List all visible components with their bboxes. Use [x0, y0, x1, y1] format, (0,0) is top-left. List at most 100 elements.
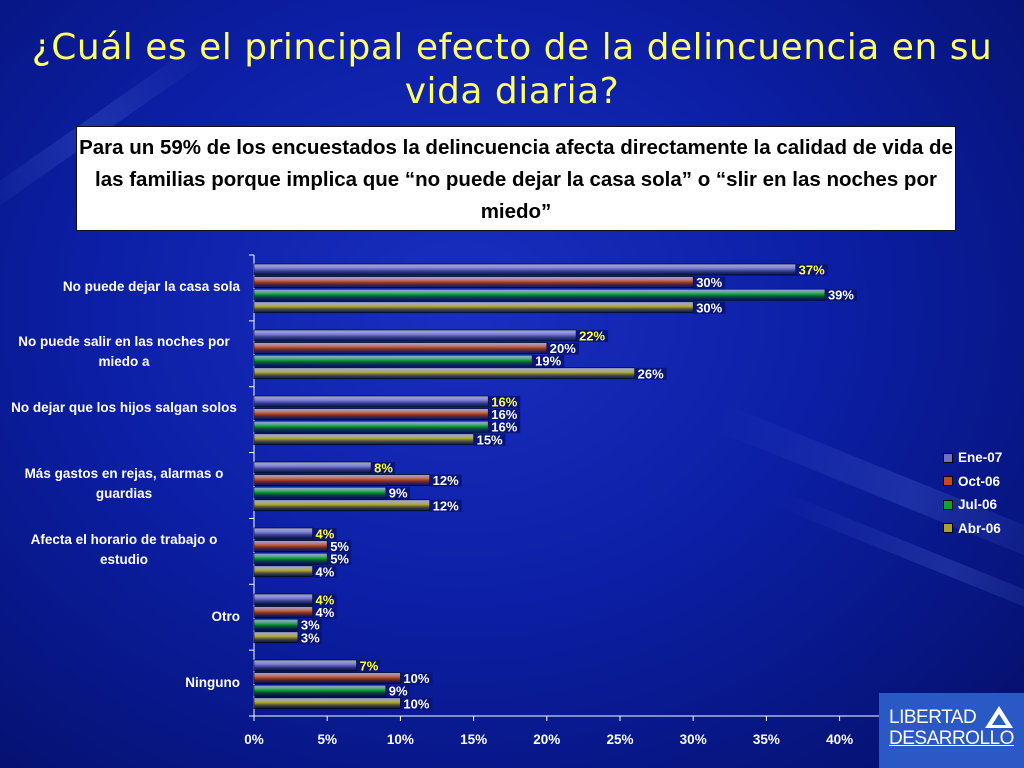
libertad-desarrollo-logo: LIBERTAD DESARROLLO [879, 693, 1024, 768]
data-label: 5% [330, 539, 349, 554]
callout-box: Para un 59% de los encuestados la delinc… [76, 126, 956, 231]
data-label-bg [327, 540, 352, 553]
bar [253, 395, 489, 408]
bar [253, 474, 430, 486]
legend-label: Oct-06 [958, 473, 1001, 489]
bar [253, 263, 796, 276]
legend-swatch [943, 523, 953, 534]
data-label: 39% [828, 288, 854, 303]
data-label-bg [297, 631, 322, 644]
bar [253, 659, 357, 672]
data-label: 30% [696, 275, 722, 290]
bar [253, 499, 430, 512]
data-label: 26% [638, 366, 664, 381]
legend-label: Jul-06 [958, 497, 998, 513]
data-label-bg [385, 685, 410, 698]
data-label: 4% [316, 605, 335, 620]
data-label: 9% [389, 684, 408, 699]
legend-label: Abr-06 [958, 520, 1001, 536]
bar [253, 684, 387, 697]
data-label: 16% [491, 395, 517, 410]
bar [253, 672, 401, 684]
data-label-bg [385, 487, 410, 500]
data-label: 8% [374, 461, 393, 476]
data-label-bg [356, 660, 381, 672]
legend-item: Oct-06 [943, 470, 1002, 494]
data-label: 4% [316, 564, 335, 579]
logo-text-line2: DESARROLLO [889, 728, 1014, 749]
bar [253, 565, 313, 578]
data-label: 7% [359, 659, 378, 674]
data-label: 20% [550, 341, 576, 356]
bar [253, 540, 328, 552]
data-label-bg [795, 264, 828, 276]
bar [253, 276, 694, 288]
logo-mountain-icon [985, 706, 1013, 728]
bar [253, 329, 577, 342]
data-label: 16% [491, 407, 517, 422]
data-label: 19% [535, 354, 561, 369]
legend-item: Jul-06 [943, 493, 1002, 517]
data-label-bg [371, 462, 396, 474]
data-label-bg [576, 330, 609, 342]
data-label-bg [312, 594, 337, 606]
data-label: 12% [433, 473, 459, 488]
data-label: 10% [403, 671, 429, 686]
bar [253, 367, 635, 380]
data-label: 4% [316, 593, 335, 608]
data-label-bg [312, 565, 337, 578]
bar [253, 697, 401, 710]
data-label-bg [297, 619, 322, 632]
data-label-bg [488, 396, 521, 408]
bar [253, 631, 299, 644]
data-label-bg [400, 672, 433, 685]
data-label: 3% [301, 630, 320, 645]
data-label: 4% [316, 527, 335, 542]
category-label: Más gastos en rejas, alarmas o guardias [24, 466, 224, 502]
legend-item: Ene-07 [943, 446, 1002, 470]
x-tick-label: 0% [244, 732, 264, 747]
data-label-bg [824, 289, 857, 302]
data-label-bg [429, 474, 462, 487]
legend-swatch [943, 452, 953, 463]
data-label-bg [327, 553, 352, 566]
bar [253, 342, 548, 354]
data-label-bg [532, 355, 565, 368]
bar [253, 606, 313, 618]
bar [253, 593, 313, 606]
x-tick-label: 35% [753, 732, 780, 747]
x-tick-label: 10% [387, 732, 414, 747]
bar [253, 618, 299, 631]
data-label: 5% [330, 552, 349, 567]
data-label: 15% [477, 432, 503, 447]
data-label-bg [429, 499, 462, 512]
data-label-bg [400, 697, 433, 710]
bar [253, 527, 313, 540]
x-tick-label: 40% [826, 732, 853, 747]
data-label: 16% [491, 420, 517, 435]
logo-text-line1: LIBERTAD [889, 707, 977, 728]
legend-swatch [943, 476, 953, 487]
bar [253, 408, 489, 420]
legend-item: Abr-06 [943, 517, 1002, 541]
bar [253, 301, 694, 314]
bar [253, 420, 489, 433]
x-tick-label: 30% [680, 732, 707, 747]
category-label: No dejar que los hijos salgan solos [11, 400, 237, 416]
x-tick-label: 20% [533, 732, 560, 747]
data-label: 22% [579, 329, 605, 344]
data-label-bg [693, 301, 726, 314]
x-tick-label: 5% [317, 732, 337, 747]
category-label: Ninguno [185, 675, 240, 691]
bar [253, 288, 826, 301]
bar [253, 354, 533, 367]
data-label: 30% [696, 300, 722, 315]
data-label-bg [693, 276, 726, 289]
category-label: Afecta el horario de trabajo o estudio [30, 532, 218, 568]
data-label-bg [634, 367, 667, 380]
data-label-bg [312, 606, 337, 619]
data-label-bg [488, 421, 521, 434]
x-tick-label: 25% [606, 732, 633, 747]
category-label: No puede dejar la casa sola [62, 279, 240, 295]
